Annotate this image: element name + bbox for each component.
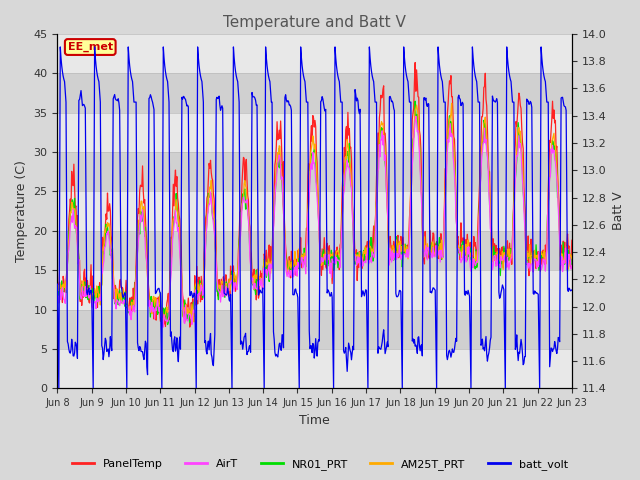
Bar bbox=[58, 152, 572, 192]
Title: Temperature and Batt V: Temperature and Batt V bbox=[223, 15, 406, 30]
X-axis label: Time: Time bbox=[300, 414, 330, 427]
Bar bbox=[58, 270, 572, 310]
Bar bbox=[58, 192, 572, 231]
Bar bbox=[58, 34, 572, 73]
Bar bbox=[58, 231, 572, 270]
Legend: PanelTemp, AirT, NR01_PRT, AM25T_PRT, batt_volt: PanelTemp, AirT, NR01_PRT, AM25T_PRT, ba… bbox=[68, 455, 572, 474]
Y-axis label: Temperature (C): Temperature (C) bbox=[15, 160, 28, 262]
Bar bbox=[58, 73, 572, 113]
Bar bbox=[58, 113, 572, 152]
Bar bbox=[58, 310, 572, 349]
Text: EE_met: EE_met bbox=[68, 42, 113, 52]
Y-axis label: Batt V: Batt V bbox=[612, 192, 625, 230]
Bar bbox=[58, 349, 572, 388]
